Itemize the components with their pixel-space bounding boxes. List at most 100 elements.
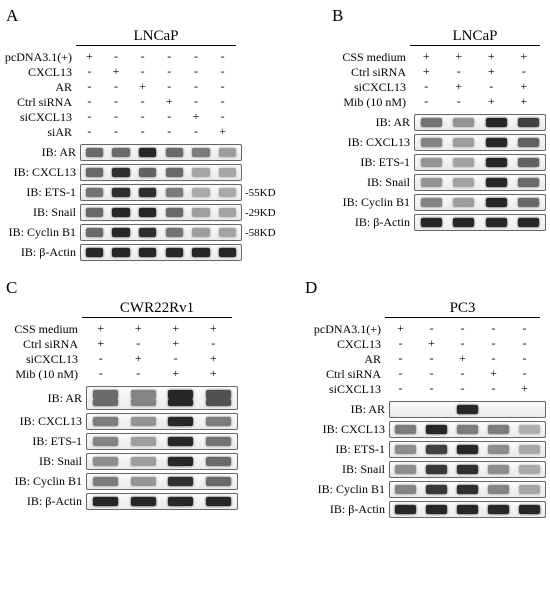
blot-row: IB: AR — [4, 386, 238, 410]
condition-mark: - — [447, 367, 478, 382]
band — [421, 178, 442, 187]
band — [519, 445, 539, 454]
band — [131, 390, 156, 399]
panel-row: ALNCaPpcDNA3.1(+)+-----CXCL13-+----AR--+… — [4, 6, 546, 264]
band — [488, 505, 508, 514]
condition-label: siCXCL13 — [4, 352, 82, 367]
blot-row: IB: CXCL13 — [303, 421, 546, 438]
gel-strip — [414, 114, 546, 131]
band — [486, 118, 507, 127]
condition-label: pcDNA3.1(+) — [4, 50, 76, 65]
gel-strip — [414, 194, 546, 211]
condition-mark: - — [443, 95, 476, 110]
band — [139, 188, 157, 197]
condition-mark: + — [183, 110, 210, 125]
band — [166, 248, 184, 257]
band — [93, 399, 118, 406]
gel-strip — [86, 493, 238, 510]
blot-label: IB: β-Actin — [4, 494, 86, 509]
band — [219, 228, 237, 237]
condition-label: AR — [303, 352, 385, 367]
band — [112, 188, 130, 197]
blot-label: IB: ETS-1 — [330, 155, 414, 170]
gel-strip — [389, 421, 546, 438]
panel-D: DPC3pcDNA3.1(+)+----CXCL13-+---AR--+--Ct… — [303, 278, 546, 521]
condition-mark: - — [385, 367, 416, 382]
band — [93, 457, 118, 466]
condition-mark: - — [209, 80, 236, 95]
band — [219, 148, 237, 157]
condition-mark: - — [478, 382, 509, 397]
condition-mark: - — [447, 337, 478, 352]
condition-mark: - — [410, 95, 443, 110]
band — [219, 188, 237, 197]
band — [206, 457, 231, 466]
band — [206, 477, 231, 486]
condition-mark: + — [129, 80, 156, 95]
gel-strip — [80, 244, 242, 261]
condition-label: siCXCL13 — [330, 80, 410, 95]
gel-strip — [414, 134, 546, 151]
gel-strip — [414, 214, 546, 231]
condition-mark: - — [509, 352, 540, 367]
gel-strip — [80, 184, 242, 201]
condition-mark: - — [443, 65, 476, 80]
cell-line-label: LNCaP — [76, 28, 236, 46]
condition-mark: + — [410, 65, 443, 80]
band — [131, 457, 156, 466]
blot-row: IB: Cyclin B1 — [4, 473, 238, 490]
gel-strip — [80, 164, 242, 181]
band — [86, 228, 104, 237]
condition-label: CSS medium — [330, 50, 410, 65]
band — [453, 198, 474, 207]
condition-mark: - — [209, 65, 236, 80]
band — [486, 158, 507, 167]
condition-mark: + — [195, 322, 233, 337]
condition-mark: - — [508, 65, 541, 80]
condition-mark: + — [157, 367, 195, 382]
band — [206, 437, 231, 446]
condition-mark: + — [195, 367, 233, 382]
condition-mark: - — [183, 80, 210, 95]
band — [192, 168, 210, 177]
band — [192, 228, 210, 237]
condition-label: siCXCL13 — [303, 382, 385, 397]
blot-label: IB: CXCL13 — [330, 135, 414, 150]
condition-mark: - — [509, 367, 540, 382]
condition-mark: - — [103, 80, 130, 95]
gel-strip — [389, 461, 546, 478]
condition-mark: + — [103, 65, 130, 80]
blot-label: IB: ETS-1 — [4, 185, 80, 200]
condition-mark: + — [410, 50, 443, 65]
band — [426, 505, 446, 514]
condition-mark: - — [509, 337, 540, 352]
condition-mark: + — [508, 50, 541, 65]
blot-label: IB: AR — [4, 145, 80, 160]
band — [421, 138, 442, 147]
condition-mark: - — [120, 367, 158, 382]
blot-label: IB: ETS-1 — [4, 434, 86, 449]
condition-mark: - — [183, 50, 210, 65]
panel-letter: A — [6, 6, 277, 26]
condition-mark: - — [410, 80, 443, 95]
condition-mark: - — [103, 110, 130, 125]
panel-letter: C — [6, 278, 238, 298]
band — [139, 248, 157, 257]
band — [426, 485, 446, 494]
blot-label: IB: β-Actin — [330, 215, 414, 230]
blot-row: IB: ETS-1 — [4, 433, 238, 450]
condition-mark: - — [82, 367, 120, 382]
band — [518, 138, 539, 147]
band — [139, 168, 157, 177]
band — [519, 505, 539, 514]
kd-label: -55KD — [242, 187, 277, 199]
band — [519, 465, 539, 474]
condition-mark: + — [478, 367, 509, 382]
gel-strip — [86, 473, 238, 490]
blot-row: IB: Snail — [330, 174, 546, 191]
blot-row: IB: CXCL13 — [4, 164, 277, 181]
condition-mark: - — [76, 110, 103, 125]
blot-row: IB: Cyclin B1-58KD — [4, 224, 277, 241]
band — [139, 148, 157, 157]
band — [131, 497, 156, 506]
